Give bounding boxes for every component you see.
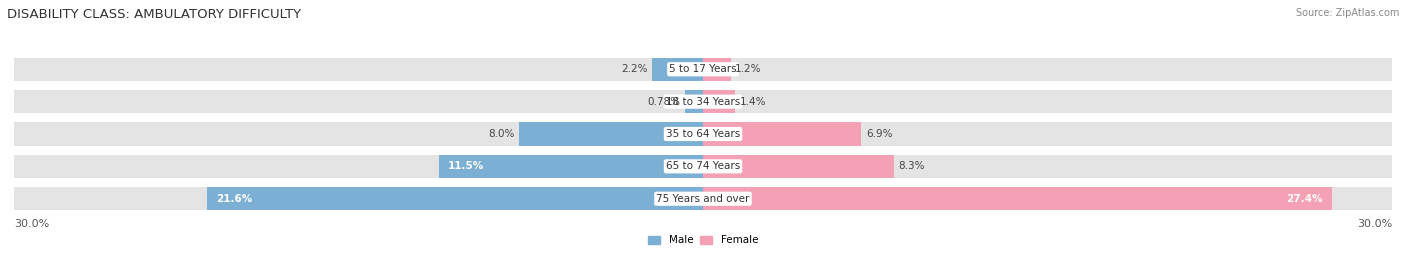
Text: 65 to 74 Years: 65 to 74 Years bbox=[666, 161, 740, 171]
Text: 18 to 34 Years: 18 to 34 Years bbox=[666, 97, 740, 107]
Bar bbox=[703, 58, 731, 81]
Bar bbox=[703, 155, 894, 178]
Bar bbox=[703, 122, 862, 146]
Text: 1.2%: 1.2% bbox=[735, 64, 762, 74]
Text: 35 to 64 Years: 35 to 64 Years bbox=[666, 129, 740, 139]
Text: 8.3%: 8.3% bbox=[898, 161, 925, 171]
Text: 0.78%: 0.78% bbox=[648, 97, 681, 107]
Bar bbox=[703, 187, 1333, 210]
Bar bbox=[14, 187, 1392, 210]
Text: 1.4%: 1.4% bbox=[740, 97, 766, 107]
Bar bbox=[439, 155, 703, 178]
Text: DISABILITY CLASS: AMBULATORY DIFFICULTY: DISABILITY CLASS: AMBULATORY DIFFICULTY bbox=[7, 8, 301, 21]
Bar bbox=[519, 122, 703, 146]
Bar bbox=[652, 58, 703, 81]
Bar bbox=[14, 122, 1392, 146]
Text: 2.2%: 2.2% bbox=[621, 64, 648, 74]
Bar bbox=[14, 155, 1392, 178]
Bar bbox=[703, 90, 735, 113]
Text: 11.5%: 11.5% bbox=[449, 161, 484, 171]
Bar bbox=[14, 58, 1392, 81]
Bar bbox=[14, 90, 1392, 113]
Legend: Male, Female: Male, Female bbox=[648, 235, 758, 245]
Bar bbox=[685, 90, 703, 113]
Text: 8.0%: 8.0% bbox=[488, 129, 515, 139]
Bar bbox=[207, 187, 703, 210]
Text: 30.0%: 30.0% bbox=[14, 219, 49, 229]
Text: 5 to 17 Years: 5 to 17 Years bbox=[669, 64, 737, 74]
Text: 27.4%: 27.4% bbox=[1286, 194, 1323, 204]
Text: 6.9%: 6.9% bbox=[866, 129, 893, 139]
Text: 30.0%: 30.0% bbox=[1357, 219, 1392, 229]
Text: 75 Years and over: 75 Years and over bbox=[657, 194, 749, 204]
Text: 21.6%: 21.6% bbox=[217, 194, 253, 204]
Text: Source: ZipAtlas.com: Source: ZipAtlas.com bbox=[1295, 8, 1399, 18]
